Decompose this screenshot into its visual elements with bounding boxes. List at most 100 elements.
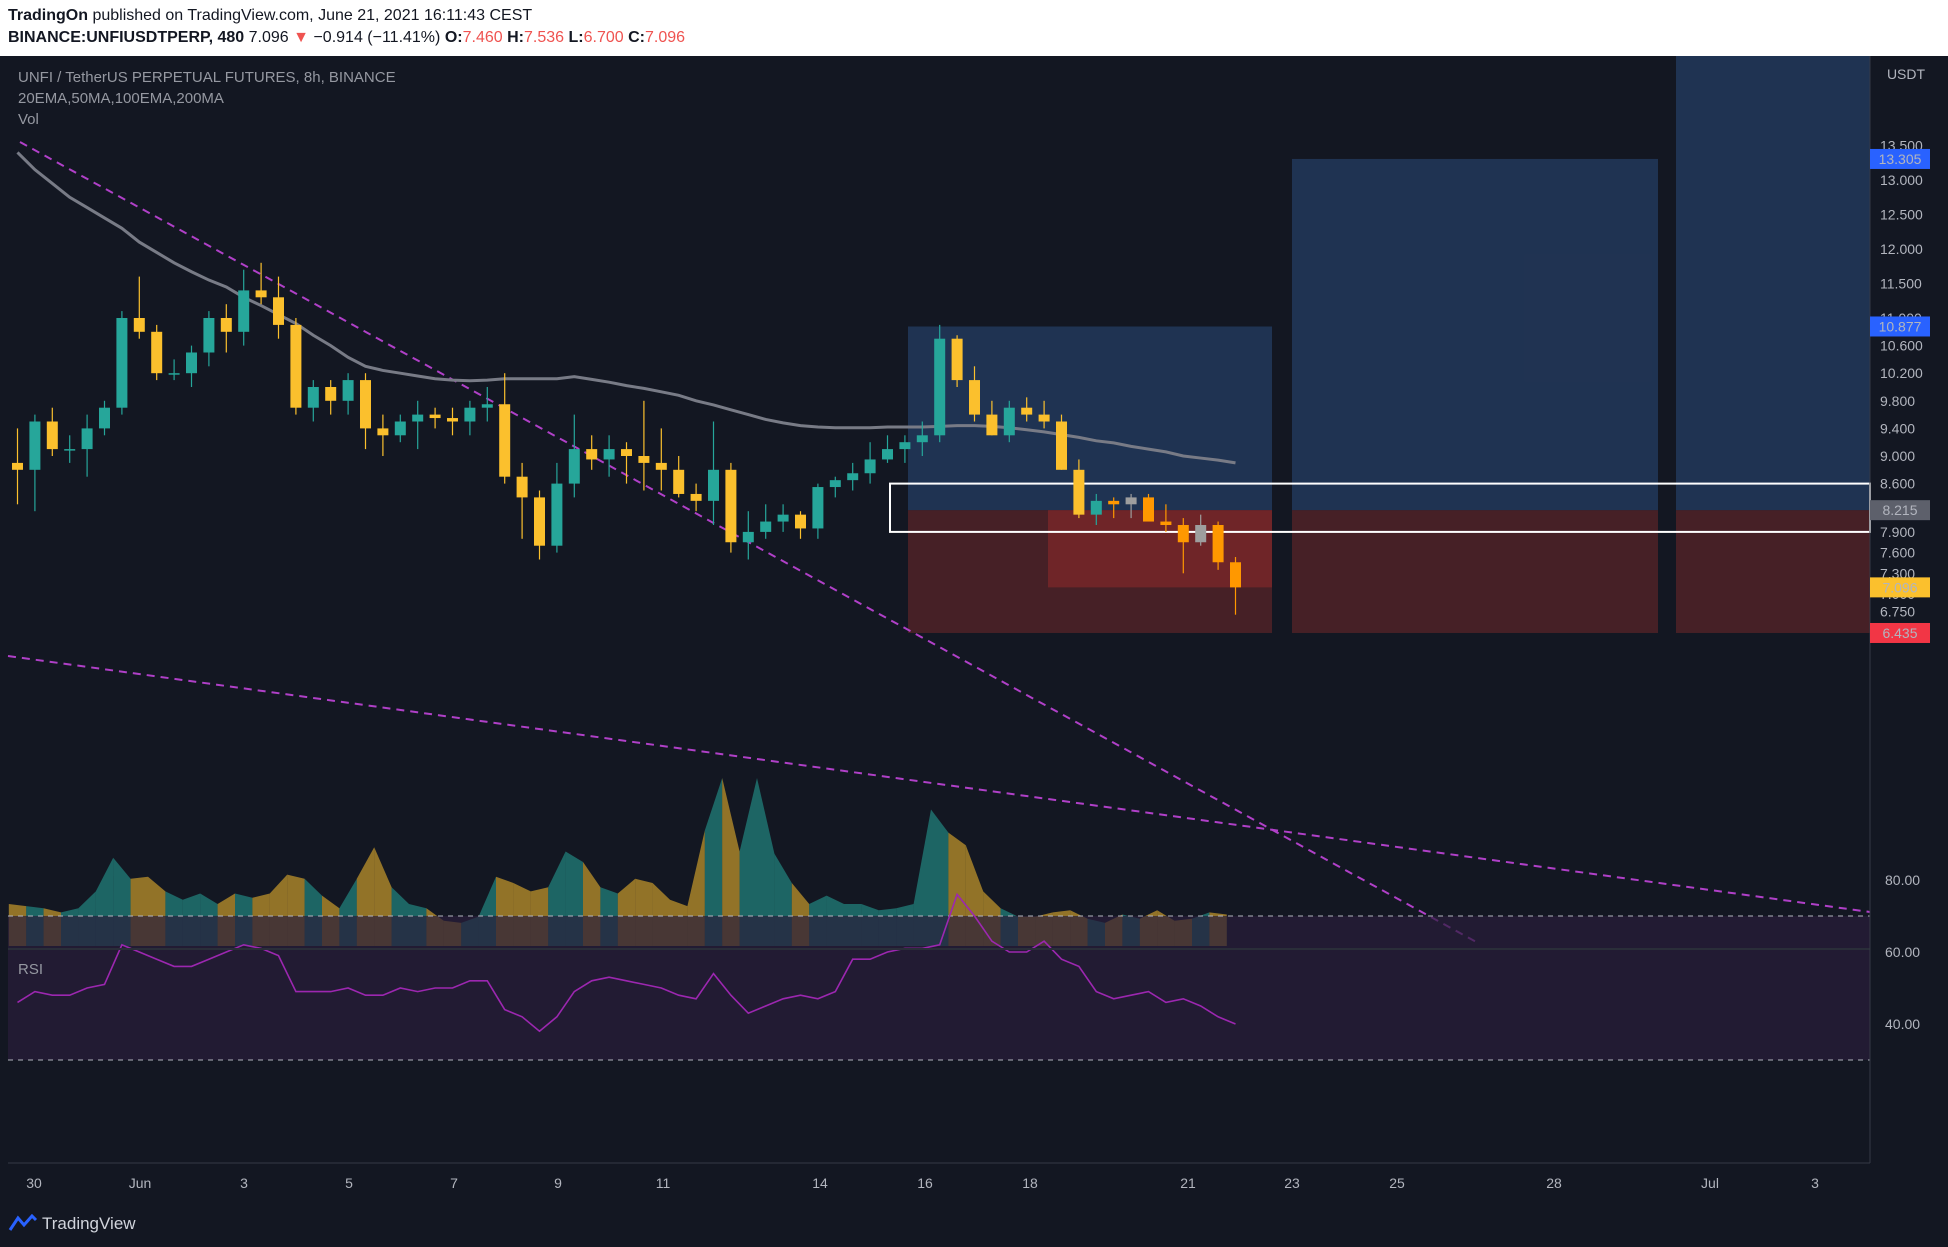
candle-body — [220, 318, 232, 332]
close-value: 7.096 — [644, 29, 686, 46]
ma-line — [16, 151, 1236, 465]
low-label: L: — [568, 29, 584, 46]
target-zone-2 — [1292, 158, 1658, 511]
candle-body — [673, 469, 685, 494]
time-tick: 9 — [554, 1175, 562, 1191]
time-tick: 16 — [917, 1175, 933, 1191]
candle-body — [360, 380, 371, 429]
rsi-band — [8, 916, 1870, 1060]
price-tick: 9.000 — [1880, 448, 1915, 464]
candle-body — [812, 487, 824, 529]
candle-body — [1003, 407, 1015, 436]
price-tick: 9.400 — [1880, 420, 1915, 436]
candle-body — [64, 449, 76, 451]
candle-body — [12, 462, 23, 470]
time-tick: 28 — [1546, 1175, 1562, 1191]
last-price: 7.096 — [248, 29, 289, 46]
candle-body — [394, 421, 406, 436]
candle-body — [255, 290, 267, 298]
candle-body — [568, 449, 580, 484]
price-tick: 12.000 — [1880, 241, 1923, 257]
candle-body — [1021, 407, 1033, 415]
legend-indicators: 20EMA,50MA,100EMA,200MA — [18, 90, 224, 107]
target-zone-3 — [1676, 56, 1870, 511]
close-label: C: — [628, 29, 645, 46]
price-tick: 8.600 — [1880, 476, 1915, 492]
axes: USDT13.50013.00012.50012.00011.50011.000… — [8, 56, 1930, 1191]
price-label-bg — [1870, 577, 1930, 598]
candle-body — [829, 480, 841, 488]
price-tick: 10.200 — [1880, 365, 1923, 381]
price-tick: 6.750 — [1880, 603, 1915, 619]
open-label: O: — [444, 29, 463, 46]
candle-body — [1108, 500, 1120, 505]
candle-body — [1230, 562, 1241, 588]
candle-body — [603, 449, 615, 460]
candle-body — [969, 380, 980, 415]
time-tick: 3 — [1811, 1175, 1819, 1191]
down-arrow-icon: ▼ — [293, 29, 309, 46]
candle-body — [708, 469, 719, 501]
trendlines — [7, 141, 1871, 945]
candle-body — [760, 521, 772, 532]
candle-body — [534, 497, 545, 546]
symbol-info: BINANCE:UNFIUSDTPERP, 480 7.096 ▼ −0.914… — [8, 29, 685, 47]
symbol-name: BINANCE:UNFIUSDTPERP, 480 — [8, 29, 245, 46]
price-tick: 7.900 — [1880, 524, 1915, 540]
stop-zone-3 — [1676, 510, 1870, 633]
moving-average — [16, 151, 1236, 465]
candle-body — [1090, 500, 1102, 515]
time-tick: 14 — [812, 1175, 828, 1191]
price-label-bg — [1870, 316, 1930, 337]
price-chart[interactable]: USDT13.50013.00012.50012.00011.50011.000… — [0, 56, 1948, 1202]
time-tick: Jun — [129, 1175, 152, 1191]
descending-trendline-2 — [7, 655, 1871, 913]
time-tick: 23 — [1284, 1175, 1300, 1191]
candle-body — [621, 449, 632, 456]
candle-body — [934, 338, 946, 436]
descending-trendline-1 — [19, 141, 1481, 945]
publish-header: TradingOn published on TradingView.com, … — [0, 0, 1948, 56]
time-tick: 7 — [450, 1175, 458, 1191]
candle-body — [777, 514, 789, 522]
price-label: 8.215 — [1882, 502, 1917, 518]
legend-volume: Vol — [18, 111, 39, 128]
volume-bar — [931, 809, 949, 946]
candle-body — [551, 483, 563, 546]
price-change: −0.914 (−11.41%) — [313, 29, 441, 46]
candle-body — [429, 414, 441, 419]
rsi-tick: 60.00 — [1885, 944, 1920, 960]
tradingview-logo-icon[interactable] — [8, 1214, 38, 1232]
candle-body — [1160, 521, 1172, 525]
open-value: 7.460 — [462, 29, 503, 46]
candle-body — [116, 318, 128, 408]
time-tick: Jul — [1701, 1175, 1719, 1191]
author-name[interactable]: TradingOn — [8, 7, 88, 24]
publish-info: TradingOn published on TradingView.com, … — [8, 7, 532, 25]
candle-body — [325, 387, 337, 401]
candle-body — [81, 428, 93, 450]
candle-body — [986, 414, 998, 436]
candle-body — [847, 473, 859, 481]
candle-body — [273, 297, 284, 325]
candle-body — [464, 407, 476, 422]
price-label-bg — [1870, 500, 1930, 521]
candle-body — [690, 493, 702, 501]
price-label: 7.096 — [1882, 579, 1917, 595]
candle-body — [186, 352, 197, 374]
rsi-pane — [8, 892, 1870, 1061]
time-tick: 30 — [26, 1175, 42, 1191]
price-label: 6.435 — [1882, 625, 1917, 641]
rsi-tick: 80.00 — [1885, 872, 1920, 888]
stop-zone-2 — [1292, 510, 1658, 633]
price-tick: 7.300 — [1880, 565, 1915, 581]
candle-body — [951, 338, 963, 381]
footer-brand[interactable]: TradingView — [42, 1214, 136, 1233]
candle-body — [499, 404, 511, 477]
published-text: published on TradingView.com, June 21, 2… — [88, 7, 533, 24]
price-tick: 13.000 — [1880, 172, 1923, 188]
low-value: 6.700 — [583, 29, 624, 46]
candle-body — [168, 373, 180, 375]
time-tick: 18 — [1022, 1175, 1038, 1191]
target-zone-1 — [908, 326, 1272, 511]
